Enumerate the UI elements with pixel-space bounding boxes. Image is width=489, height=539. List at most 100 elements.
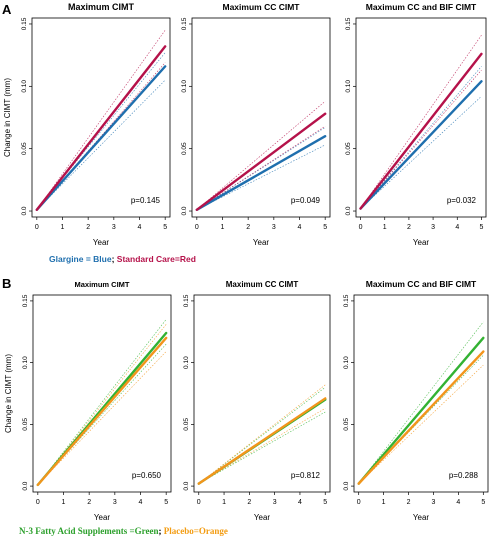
chart-panel-3: Maximum CC and BIF CIMT 0 1 2 3 4 5 Year 0.0 0.05… <box>345 2 487 247</box>
series-red-ci-upper <box>36 30 166 210</box>
x-tick-label: 0 <box>195 224 199 231</box>
y-tick-label: 0.10 <box>345 80 352 93</box>
legend-glargine: Glargine = Blue <box>49 254 112 264</box>
chart-title: Maximum CIMT <box>68 2 135 12</box>
y-tick-label: 0.0 <box>183 481 190 490</box>
series-green-ci-upper <box>358 321 484 484</box>
x-tick-label: 3 <box>273 499 277 506</box>
legend-separator: ; <box>111 254 117 264</box>
chart-panel-4: Maximum CIMT 0 1 2 3 4 5 Year 0.0 0.05 0.10 0.15 Cha… <box>4 280 172 522</box>
plot-frame <box>355 17 487 218</box>
x-tick-label: 1 <box>61 224 65 231</box>
plot-frame <box>193 294 331 493</box>
x-tick-label: 2 <box>246 224 250 231</box>
series-blue-line <box>195 135 327 211</box>
series-red-ci-lower <box>360 69 482 209</box>
series-green-ci-lower <box>198 411 326 484</box>
y-tick-label: 0.0 <box>345 206 352 215</box>
p-value-annotation: p=0.812 <box>291 471 321 480</box>
plot-frame <box>32 294 172 493</box>
x-tick-label: 2 <box>407 499 411 506</box>
x-axis-label: Year <box>94 513 111 522</box>
series-red-line <box>359 52 483 210</box>
y-tick-label: 0.05 <box>343 418 350 431</box>
legend-n3-fatty-acid: N-3 Fatty Acid Supplements =Green <box>19 526 159 536</box>
x-tick-label: 4 <box>298 224 302 231</box>
x-tick-label: 4 <box>138 224 142 231</box>
x-axis-label: Year <box>93 238 110 247</box>
y-tick-label: 0.0 <box>22 481 29 490</box>
y-tick-label: 0.15 <box>183 294 190 307</box>
chart-title: Maximum CC CIMT <box>226 280 299 289</box>
chart-panel-6: Maximum CC and BIF CIMT 0 1 2 3 4 5 Year 0.0 0.05… <box>343 279 489 522</box>
x-axis-label: Year <box>253 238 270 247</box>
series-blue-ci-upper <box>360 66 482 209</box>
x-tick-label: 4 <box>456 499 460 506</box>
chart-title: Maximum CIMT <box>74 280 129 289</box>
x-tick-label: 5 <box>479 224 483 231</box>
y-tick-label: 0.15 <box>343 294 350 307</box>
y-tick-label: 0.0 <box>343 481 350 490</box>
p-value-annotation: p=0.032 <box>447 196 477 205</box>
x-tick-label: 0 <box>36 499 40 506</box>
y-tick-label: 0.05 <box>21 142 28 155</box>
x-tick-label: 3 <box>272 224 276 231</box>
p-value-annotation: p=0.288 <box>449 471 479 480</box>
series-red-ci-upper <box>196 101 326 211</box>
series-blue-ci-lower <box>36 79 166 210</box>
y-tick-label: 0.05 <box>181 142 188 155</box>
p-value-annotation: p=0.049 <box>291 196 321 205</box>
series-blue-line <box>359 80 483 210</box>
x-tick-label: 2 <box>407 224 411 231</box>
y-tick-label: 0.10 <box>183 356 190 369</box>
x-tick-label: 2 <box>86 224 90 231</box>
series-green-ci-upper <box>198 387 326 484</box>
x-tick-label: 5 <box>323 499 327 506</box>
series-red-line <box>35 45 167 211</box>
series-green-line <box>357 336 485 485</box>
series-blue-ci-lower <box>360 96 482 209</box>
x-tick-label: 3 <box>431 224 435 231</box>
y-tick-label: 0.05 <box>22 418 29 431</box>
plot-frame <box>31 17 171 218</box>
y-tick-label: 0.05 <box>345 142 352 155</box>
plot-frame <box>353 294 489 493</box>
series-green-ci-upper <box>37 319 167 486</box>
x-axis-label: Year <box>254 513 271 522</box>
y-tick-label: 0.10 <box>21 80 28 93</box>
y-tick-label: 0.0 <box>21 206 28 215</box>
series-orange-ci-lower <box>198 408 326 484</box>
chart-title: Maximum CC and BIF CIMT <box>366 279 477 289</box>
chart-panel-1: Maximum CIMT 0 1 2 3 4 5 Year 0.0 0.05 0.10 0.15 Cha… <box>3 2 171 247</box>
x-tick-label: 0 <box>197 499 201 506</box>
x-tick-label: 4 <box>298 499 302 506</box>
y-axis-label: Change in CIMT (mm) <box>3 78 12 157</box>
series-blue-line <box>35 65 167 211</box>
x-axis-label: Year <box>413 513 430 522</box>
y-tick-label: 0.15 <box>345 17 352 30</box>
x-tick-label: 1 <box>383 224 387 231</box>
p-value-annotation: p=0.145 <box>131 196 161 205</box>
y-tick-label: 0.10 <box>22 356 29 369</box>
legend-separator: ; <box>158 526 164 536</box>
x-tick-label: 3 <box>112 224 116 231</box>
legend-placebo: Placebo=Orange <box>163 526 228 536</box>
chart-title: Maximum CC and BIF CIMT <box>366 2 477 12</box>
panel-label-a: A <box>2 2 12 17</box>
x-tick-label: 3 <box>113 499 117 506</box>
x-tick-label: 0 <box>359 224 363 231</box>
y-tick-label: 0.05 <box>183 418 190 431</box>
x-tick-label: 5 <box>323 224 327 231</box>
series-orange-ci-lower <box>37 351 167 486</box>
y-tick-label: 0.0 <box>181 206 188 215</box>
p-value-annotation: p=0.650 <box>132 471 162 480</box>
x-tick-label: 1 <box>221 224 225 231</box>
chart-panel-2: Maximum CC CIMT 0 1 2 3 4 5 Year 0.0 0.05 0.10 0.15… <box>181 2 331 247</box>
series-orange-line <box>197 397 327 485</box>
legend-row-b: N-3 Fatty Acid Supplements =Green; Place… <box>19 526 228 536</box>
chart-title: Maximum CC CIMT <box>223 2 301 12</box>
series-orange-line <box>357 350 485 485</box>
y-axis-label: Change in CIMT (mm) <box>4 354 13 433</box>
x-axis-label: Year <box>413 238 430 247</box>
